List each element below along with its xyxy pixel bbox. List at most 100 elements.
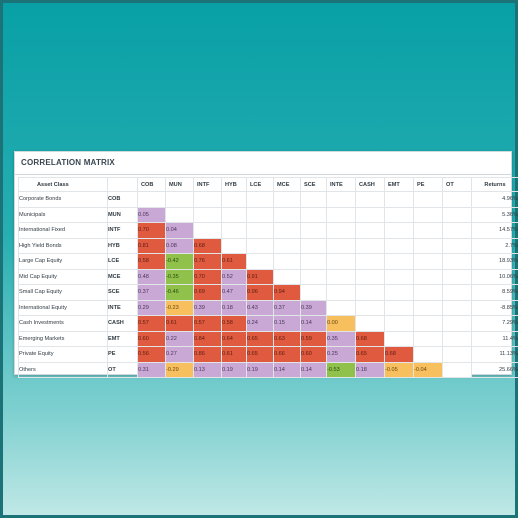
correlation-cell: 0.13 — [193, 361, 222, 378]
panel-title: CORRELATION MATRIX — [15, 152, 511, 175]
returns-value: 14.57% — [471, 222, 518, 239]
correlation-cell: 0.39 — [193, 299, 222, 316]
correlation-cell: 0.24 — [246, 315, 274, 332]
correlation-cell: 0.70 — [137, 222, 166, 239]
empty-cell — [326, 237, 356, 254]
empty-cell — [384, 253, 414, 270]
returns-value: 18.93% — [471, 253, 518, 270]
correlation-cell: 0.19 — [221, 361, 247, 378]
empty-cell — [165, 206, 194, 223]
asset-class-name: Municipals — [18, 206, 108, 223]
correlation-cell: 0.76 — [193, 253, 222, 270]
correlation-cell: 0.57 — [193, 315, 222, 332]
correlation-cell: 0.61 — [221, 253, 247, 270]
empty-cell — [384, 299, 414, 316]
correlation-cell: 0.56 — [137, 346, 166, 363]
asset-class-name: Cash Investments — [18, 315, 108, 332]
asset-class-name: Private Equity — [18, 346, 108, 363]
empty-cell — [273, 222, 301, 239]
empty-cell — [193, 206, 222, 223]
asset-class-name: Large Cap Equity — [18, 253, 108, 270]
empty-cell — [273, 237, 301, 254]
empty-cell — [384, 330, 414, 347]
correlation-cell: 0.05 — [137, 206, 166, 223]
returns-value: 10.06% — [471, 268, 518, 285]
empty-cell — [413, 253, 443, 270]
empty-cell — [326, 191, 356, 208]
empty-cell — [193, 222, 222, 239]
empty-cell — [355, 237, 385, 254]
empty-cell — [300, 222, 327, 239]
correlation-cell: 0.18 — [355, 361, 385, 378]
correlation-cell: 0.57 — [137, 315, 166, 332]
header-row: Asset Class COB MUN INTF HYB LCE MCE SCE… — [18, 177, 518, 192]
correlation-cell: 0.70 — [193, 268, 222, 285]
correlation-cell: 0.00 — [326, 315, 356, 332]
correlation-cell: -0.05 — [384, 361, 414, 378]
table-row: Municipals MUN 0.05 5.36% — [18, 206, 518, 223]
empty-cell — [442, 268, 472, 285]
empty-cell — [384, 315, 414, 332]
correlation-cell: 0.94 — [273, 284, 301, 301]
correlation-cell: 0.65 — [246, 346, 274, 363]
empty-cell — [246, 253, 274, 270]
asset-class-code: MCE — [107, 268, 138, 285]
header-col-mun: MUN — [165, 177, 194, 192]
empty-cell — [355, 299, 385, 316]
empty-cell — [442, 284, 472, 301]
empty-cell — [413, 299, 443, 316]
header-col-emt: EMT — [384, 177, 414, 192]
correlation-cell: 0.47 — [221, 284, 247, 301]
empty-cell — [442, 253, 472, 270]
empty-cell — [413, 237, 443, 254]
table-row: International Equity INTE 0.29 -0.23 0.39 0.1… — [18, 299, 518, 316]
asset-class-code: PE — [107, 346, 138, 363]
correlation-cell: -0.29 — [165, 361, 194, 378]
empty-cell — [442, 330, 472, 347]
empty-cell — [137, 191, 166, 208]
correlation-cell: 0.58 — [221, 315, 247, 332]
empty-cell — [273, 206, 301, 223]
asset-class-name: Corporate Bonds — [18, 191, 108, 208]
table-row: Cash Investments CASH 0.57 0.61 0.57 0.58 0.24… — [18, 315, 518, 332]
correlation-cell: 0.96 — [246, 284, 274, 301]
correlation-cell: 0.14 — [273, 361, 301, 378]
asset-class-code: INTF — [107, 222, 138, 239]
correlation-cell: 0.04 — [165, 222, 194, 239]
empty-cell — [355, 206, 385, 223]
empty-cell — [384, 268, 414, 285]
empty-cell — [326, 206, 356, 223]
asset-class-code: OT — [107, 361, 138, 378]
empty-cell — [300, 191, 327, 208]
returns-value: 11.4% — [471, 330, 518, 347]
correlation-cell: 0.63 — [273, 330, 301, 347]
correlation-cell: 0.48 — [137, 268, 166, 285]
table-row: Small Cap Equity SCE 0.37 -0.46 0.69 0.47 0.96… — [18, 284, 518, 301]
correlation-cell: 0.65 — [355, 346, 385, 363]
correlation-cell: 0.61 — [165, 315, 194, 332]
correlation-cell: 0.35 — [326, 330, 356, 347]
header-asset-class: Asset Class — [18, 177, 108, 192]
correlation-cell: 0.81 — [137, 237, 166, 254]
empty-cell — [442, 222, 472, 239]
correlation-cell: 0.18 — [221, 299, 247, 316]
correlation-cell: 0.37 — [137, 284, 166, 301]
empty-cell — [413, 330, 443, 347]
empty-cell — [246, 191, 274, 208]
header-col-intf: INTF — [193, 177, 222, 192]
returns-value: 5.36% — [471, 206, 518, 223]
asset-class-name: High Yield Bonds — [18, 237, 108, 254]
empty-cell — [326, 268, 356, 285]
correlation-cell: 0.61 — [221, 346, 247, 363]
empty-cell — [221, 237, 247, 254]
correlation-cell: 0.58 — [137, 253, 166, 270]
correlation-cell: 0.66 — [273, 346, 301, 363]
empty-cell — [355, 268, 385, 285]
correlation-cell: -0.53 — [326, 361, 356, 378]
empty-cell — [246, 222, 274, 239]
empty-cell — [221, 206, 247, 223]
asset-class-code: HYB — [107, 237, 138, 254]
empty-cell — [355, 284, 385, 301]
correlation-cell: 0.25 — [326, 346, 356, 363]
